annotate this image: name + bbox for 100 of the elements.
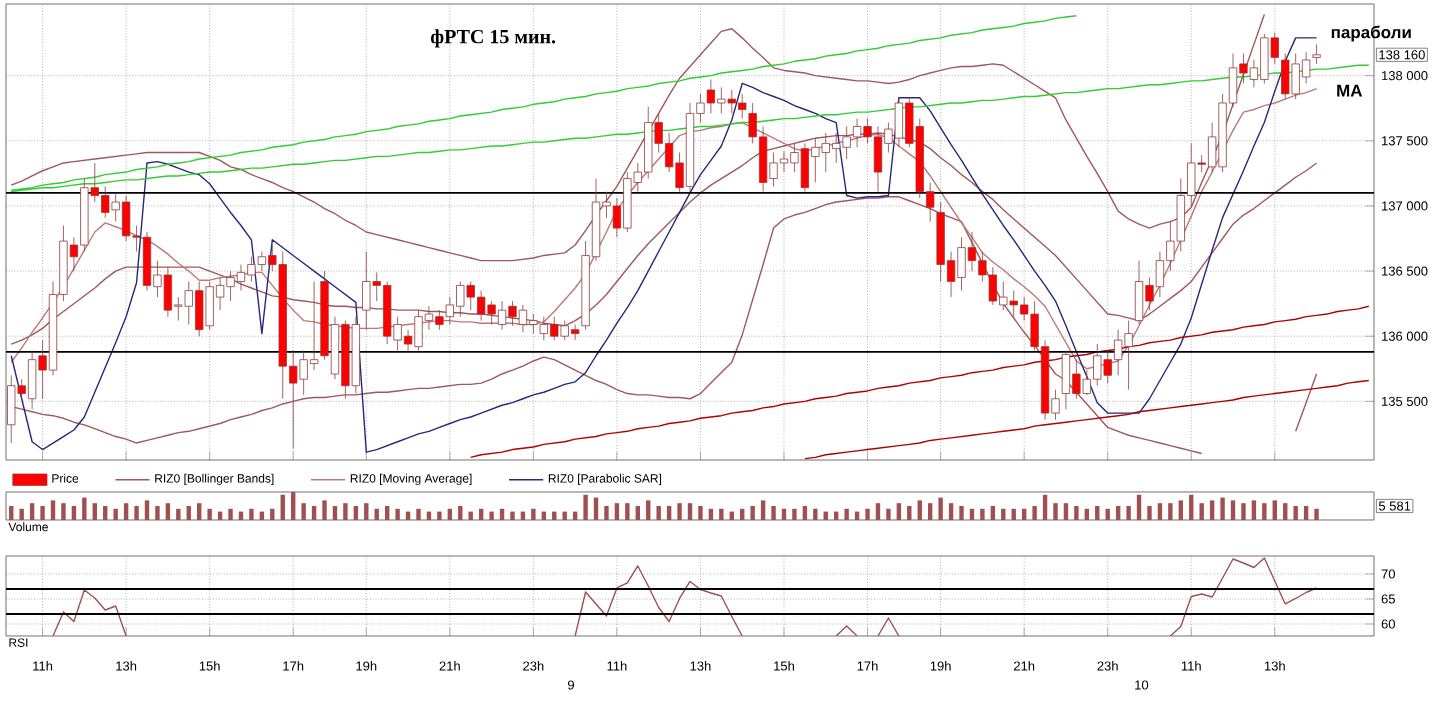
bar (489, 511, 494, 520)
bar (1157, 503, 1163, 520)
bar (771, 505, 776, 520)
bar (781, 508, 787, 520)
bar (458, 505, 463, 520)
bar (656, 505, 661, 520)
bar (1230, 500, 1236, 520)
bar (719, 508, 724, 520)
bar (343, 503, 348, 520)
annotation: МА (1337, 84, 1363, 97)
bar (1126, 505, 1131, 520)
bar (113, 508, 118, 520)
bar (875, 503, 881, 520)
bar (290, 491, 296, 520)
bar (9, 505, 14, 520)
bar (604, 505, 609, 520)
bar (562, 511, 567, 520)
bar (1084, 508, 1090, 520)
bar (1178, 500, 1184, 520)
bar (625, 503, 630, 520)
bar (907, 505, 912, 520)
bar (311, 505, 317, 520)
bar (395, 508, 400, 520)
bar (969, 508, 975, 520)
bar (666, 505, 672, 520)
bar (980, 508, 985, 520)
bar (813, 508, 818, 520)
bar (1251, 500, 1257, 520)
bar (1189, 494, 1194, 520)
bar (1074, 505, 1079, 520)
bar (938, 497, 943, 520)
bar (165, 503, 171, 520)
bar (332, 505, 338, 520)
bar (1220, 497, 1225, 520)
bar (1001, 508, 1006, 520)
bar (917, 500, 922, 520)
bar (1293, 505, 1298, 520)
bar (1011, 508, 1016, 520)
bar (374, 508, 379, 520)
bar (1053, 503, 1058, 520)
bar (353, 505, 359, 520)
bar (478, 508, 484, 520)
bar (687, 503, 693, 520)
bar (760, 500, 766, 520)
bar (437, 511, 442, 520)
bar (1136, 494, 1142, 520)
bar (927, 503, 933, 520)
bar (197, 503, 202, 520)
bar (708, 508, 714, 520)
bar (1105, 508, 1110, 520)
bar (82, 497, 87, 520)
bar (750, 505, 755, 520)
bar (896, 503, 902, 520)
bar (1042, 494, 1048, 520)
bar (249, 508, 254, 520)
bar (1314, 508, 1319, 520)
bar (792, 508, 797, 520)
bar (50, 500, 56, 520)
bar (364, 503, 369, 520)
bar (583, 494, 588, 520)
bar (740, 508, 745, 520)
bar (301, 503, 306, 520)
bar (886, 508, 891, 520)
bar (447, 508, 453, 520)
bar (1095, 505, 1100, 520)
bar (698, 505, 703, 520)
bar (280, 494, 285, 520)
bar (144, 500, 150, 520)
bar (61, 503, 66, 520)
bar (103, 505, 108, 520)
bar (270, 508, 275, 520)
bar (1283, 503, 1288, 520)
bar (1032, 505, 1037, 520)
bar (71, 505, 77, 520)
bar (1209, 500, 1215, 520)
bar (1303, 505, 1309, 520)
bar (29, 503, 35, 520)
bar (186, 505, 191, 520)
bar (844, 508, 849, 520)
bar (510, 511, 515, 520)
bar (1168, 503, 1173, 520)
bar (948, 503, 954, 520)
annotation: параболи (1331, 25, 1411, 42)
bar (176, 508, 181, 520)
bar (155, 505, 160, 520)
bar (1147, 505, 1152, 520)
bar (416, 508, 421, 520)
bar (134, 505, 139, 520)
bar (614, 503, 620, 520)
bar (990, 505, 996, 520)
bar (499, 508, 505, 520)
bar (40, 505, 45, 520)
bar (1241, 503, 1246, 520)
bar (1063, 503, 1069, 520)
bar (228, 508, 233, 520)
bar (635, 505, 640, 520)
bar (1199, 503, 1204, 520)
bar (322, 500, 327, 520)
bar (92, 503, 97, 520)
bar (677, 503, 682, 520)
